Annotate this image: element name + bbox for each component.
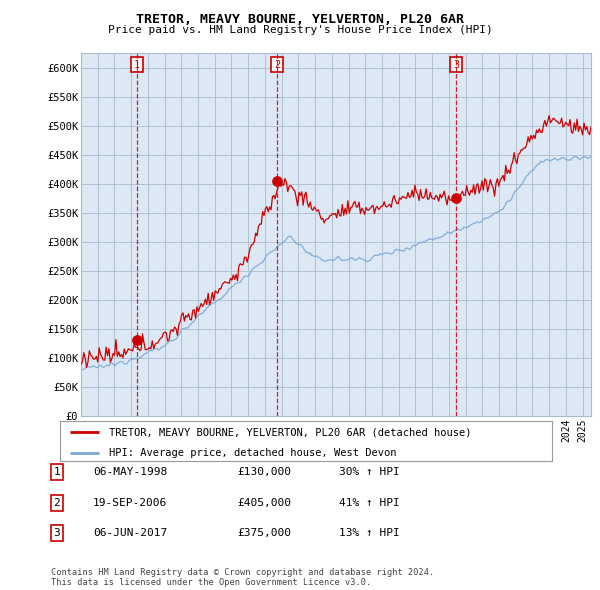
Text: 2: 2: [274, 60, 280, 70]
Text: 2: 2: [53, 498, 61, 507]
Text: £405,000: £405,000: [237, 498, 291, 507]
Text: HPI: Average price, detached house, West Devon: HPI: Average price, detached house, West…: [109, 448, 397, 458]
Point: [451, 194, 461, 203]
Text: 13% ↑ HPI: 13% ↑ HPI: [339, 529, 400, 538]
Text: 06-JUN-2017: 06-JUN-2017: [93, 529, 167, 538]
Text: 19-SEP-2006: 19-SEP-2006: [93, 498, 167, 507]
Text: TRETOR, MEAVY BOURNE, YELVERTON, PL20 6AR: TRETOR, MEAVY BOURNE, YELVERTON, PL20 6A…: [136, 13, 464, 26]
Text: 30% ↑ HPI: 30% ↑ HPI: [339, 467, 400, 477]
Text: TRETOR, MEAVY BOURNE, YELVERTON, PL20 6AR (detached house): TRETOR, MEAVY BOURNE, YELVERTON, PL20 6A…: [109, 427, 472, 437]
Text: Contains HM Land Registry data © Crown copyright and database right 2024.
This d: Contains HM Land Registry data © Crown c…: [51, 568, 434, 587]
Text: 1: 1: [53, 467, 61, 477]
Text: £130,000: £130,000: [237, 467, 291, 477]
Text: 06-MAY-1998: 06-MAY-1998: [93, 467, 167, 477]
Text: 41% ↑ HPI: 41% ↑ HPI: [339, 498, 400, 507]
Text: 3: 3: [453, 60, 460, 70]
Text: 3: 3: [53, 529, 61, 538]
Text: £375,000: £375,000: [237, 529, 291, 538]
Point: [272, 176, 282, 185]
Text: Price paid vs. HM Land Registry's House Price Index (HPI): Price paid vs. HM Land Registry's House …: [107, 25, 493, 35]
Point: [132, 336, 142, 345]
Text: 1: 1: [134, 60, 140, 70]
